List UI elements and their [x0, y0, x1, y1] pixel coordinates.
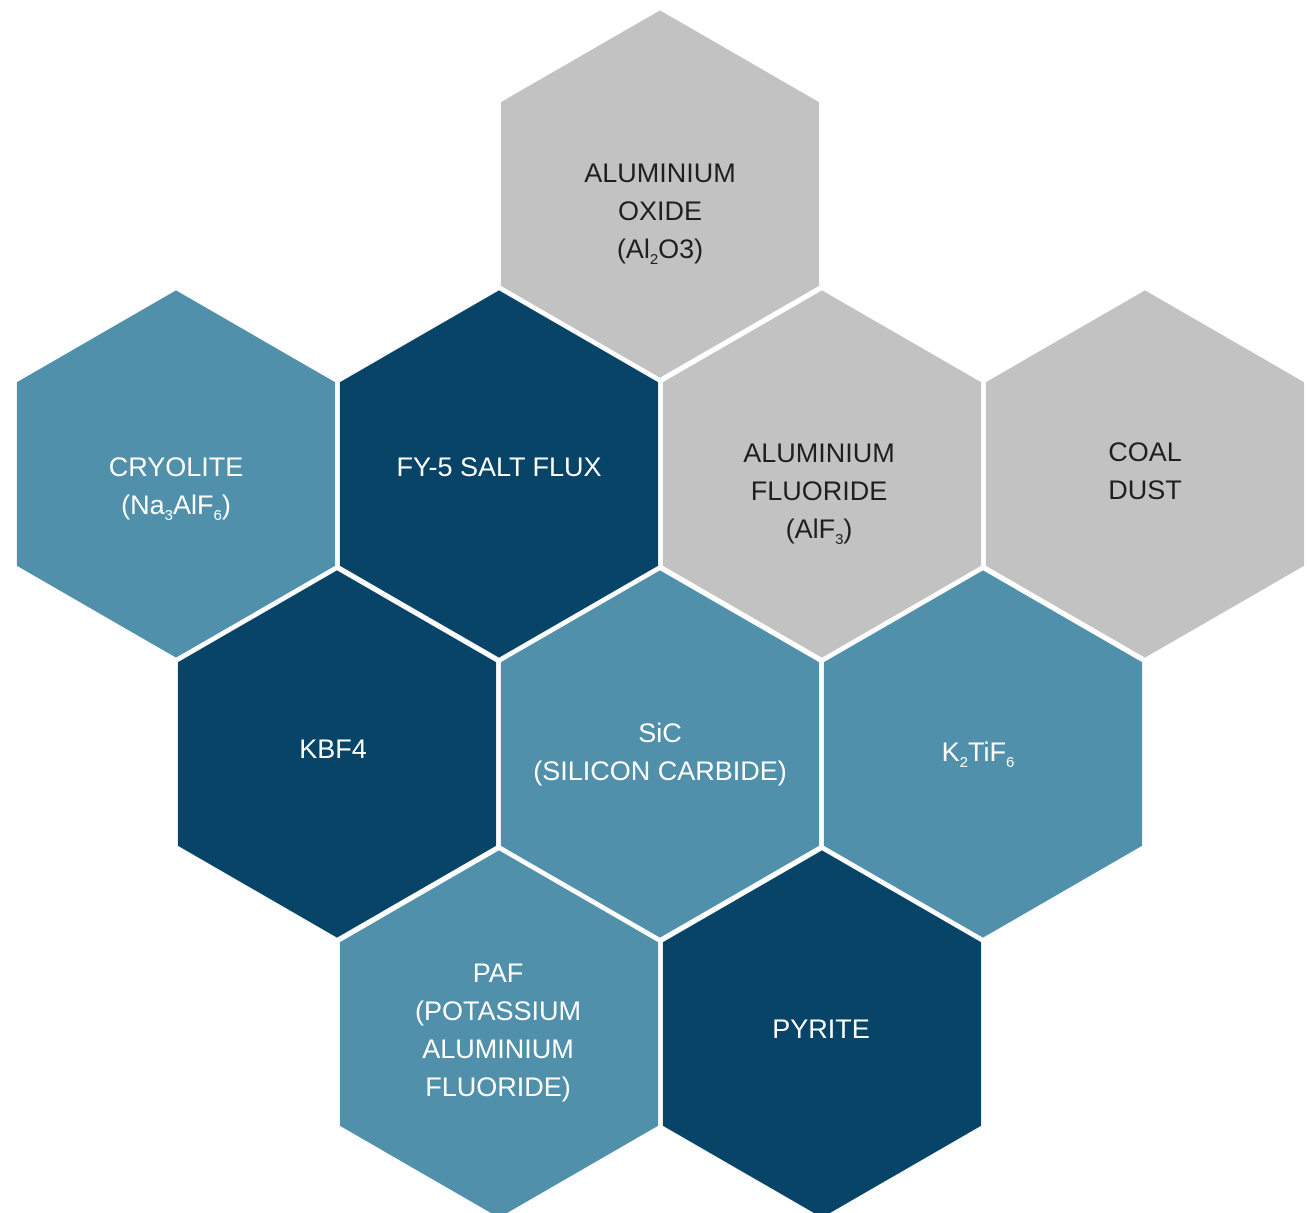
hex-label-coal-dust: COAL DUST — [995, 433, 1295, 509]
label-line: OXIDE — [510, 192, 810, 230]
label-line: K2TiF6 — [828, 733, 1128, 771]
label-line: KBF4 — [183, 730, 483, 768]
label-text: (AlF — [785, 514, 836, 544]
hex-label-cryolite: CRYOLITE (Na3AlF6) — [26, 448, 326, 524]
hex-label-k2tif6: K2TiF6 — [828, 733, 1128, 771]
label-text: (POTASSIUM — [414, 996, 581, 1026]
label-text: ALUMINIUM — [422, 1034, 574, 1064]
label-text: PYRITE — [772, 1014, 870, 1044]
label-text: DUST — [1108, 475, 1182, 505]
label-text: KBF4 — [299, 734, 367, 764]
hex-label-aluminium-oxide: ALUMINIUM OXIDE (Al2O3) — [510, 154, 810, 268]
label-text: (Al — [616, 234, 650, 264]
label-line: ALUMINIUM — [669, 434, 969, 472]
hex-label-fy5-salt-flux: FY-5 SALT FLUX — [349, 448, 649, 486]
label-text: AlF — [173, 490, 214, 520]
label-line: (Na3AlF6) — [26, 486, 326, 524]
label-line: FY-5 SALT FLUX — [349, 448, 649, 486]
label-text: OXIDE — [617, 196, 703, 226]
label-line: CRYOLITE — [26, 448, 326, 486]
label-text: FLUORIDE — [750, 476, 888, 506]
label-text: (Na — [121, 490, 165, 520]
label-line: FLUORIDE — [669, 472, 969, 510]
label-line: DUST — [995, 471, 1295, 509]
hex-label-aluminium-fluoride: ALUMINIUM FLUORIDE (AlF3) — [669, 434, 969, 548]
subscript: 3 — [164, 507, 173, 524]
label-text: COAL — [1108, 437, 1182, 467]
subscript: 6 — [213, 507, 222, 524]
label-text: (SILICON CARBIDE) — [533, 756, 787, 786]
subscript: 2 — [649, 251, 659, 268]
label-text: FLUORIDE) — [425, 1072, 571, 1102]
label-line: (SILICON CARBIDE) — [510, 752, 810, 790]
subscript: 2 — [959, 754, 969, 771]
label-text: O3) — [658, 234, 704, 264]
label-line: SiC — [510, 714, 810, 752]
label-text: FY-5 SALT FLUX — [396, 452, 602, 482]
label-line: ALUMINIUM — [348, 1030, 648, 1068]
hex-pyrite — [658, 845, 986, 1213]
label-text: ) — [221, 490, 231, 520]
label-text: ALUMINIUM — [743, 438, 895, 468]
hex-label-silicon-carbide: SiC (SILICON CARBIDE) — [510, 714, 810, 790]
label-text: TiF — [968, 737, 1006, 767]
label-line: ALUMINIUM — [510, 154, 810, 192]
subscript: 3 — [835, 531, 844, 548]
label-line: (Al2O3) — [510, 230, 810, 268]
label-line: (AlF3) — [669, 510, 969, 548]
hex-label-kbf4: KBF4 — [183, 730, 483, 768]
hex-label-paf: PAF (POTASSIUM ALUMINIUM FLUORIDE) — [348, 954, 648, 1106]
label-text: CRYOLITE — [108, 452, 244, 482]
label-line: PYRITE — [671, 1010, 971, 1048]
label-text: ALUMINIUM — [584, 158, 736, 188]
label-text: ) — [843, 514, 853, 544]
label-line: COAL — [995, 433, 1295, 471]
label-line: PAF — [348, 954, 648, 992]
label-text: PAF — [472, 958, 524, 988]
subscript: 6 — [1006, 754, 1015, 771]
label-line: FLUORIDE) — [348, 1068, 648, 1106]
label-line: (POTASSIUM — [348, 992, 648, 1030]
hex-label-pyrite: PYRITE — [671, 1010, 971, 1048]
label-text: SiC — [638, 718, 682, 748]
label-text: K — [941, 737, 960, 767]
